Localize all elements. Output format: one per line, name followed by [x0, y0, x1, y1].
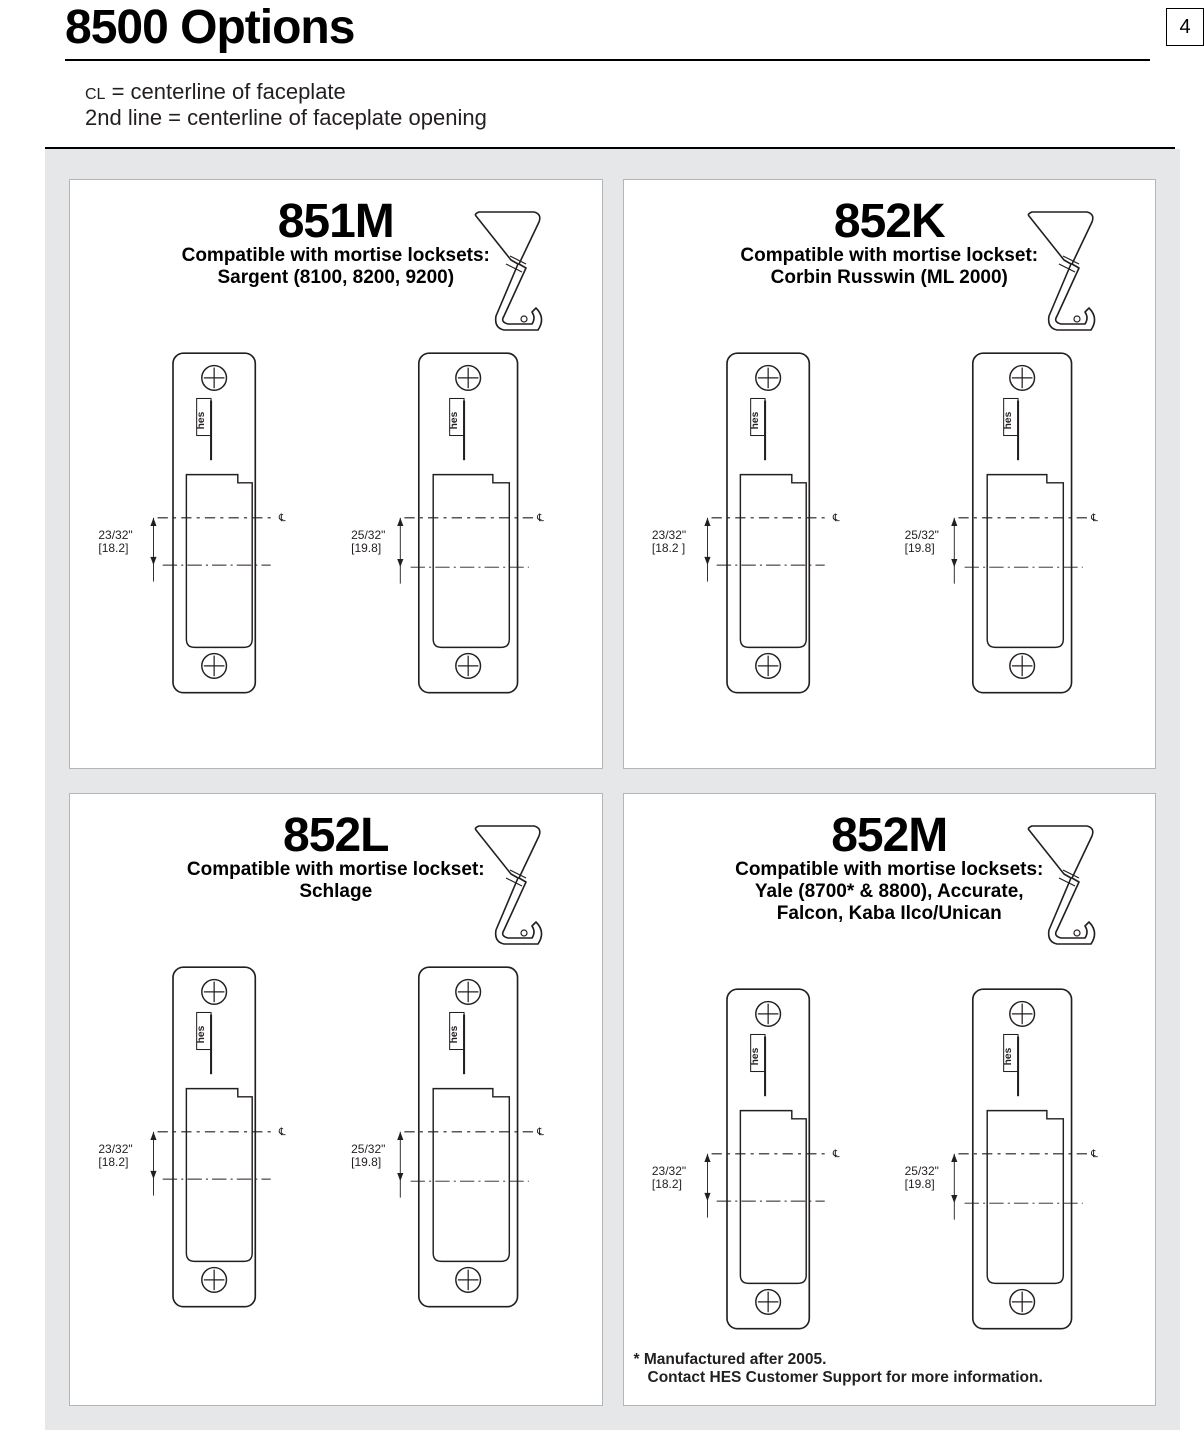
dimension-label: 23/32" [18.2 ] — [652, 529, 686, 555]
option-card: 852M Compatible with mortise locksets: Y… — [623, 793, 1157, 1406]
latch-icon — [1017, 208, 1137, 348]
faceplate-diagram-narrow: 23/32" [18.2 ] — [658, 345, 868, 705]
options-panel: 851M Compatible with mortise locksets: S… — [45, 149, 1180, 1430]
faceplate-diagram-wide: 25/32" [19.8] — [911, 345, 1121, 705]
dimension-label: 23/32" [18.2] — [98, 1143, 132, 1169]
faceplate-diagram-wide: 25/32" [19.8] — [357, 959, 567, 1319]
legend-line1-rest: = centerline of faceplate — [105, 79, 345, 104]
dimension-label: 25/32" [19.8] — [905, 1165, 939, 1191]
dimension-label: 25/32" [19.8] — [351, 529, 385, 555]
page-title: 8500 Options — [65, 0, 1150, 61]
dimension-label: 25/32" [19.8] — [351, 1143, 385, 1169]
legend: CL = centerline of faceplate 2nd line = … — [0, 61, 1204, 143]
footnote: * Manufactured after 2005. Contact HES C… — [634, 1351, 1146, 1387]
latch-icon — [1017, 822, 1137, 962]
legend-line2: 2nd line = centerline of faceplate openi… — [85, 105, 1204, 131]
footnote-line1: * Manufactured after 2005. — [634, 1351, 1146, 1369]
option-card: 851M Compatible with mortise locksets: S… — [69, 179, 603, 769]
faceplate-diagram-wide: 25/32" [19.8] — [357, 345, 567, 705]
faceplate-diagram-wide: 25/32" [19.8] — [911, 981, 1121, 1341]
dimension-label: 25/32" [19.8] — [905, 529, 939, 555]
latch-icon — [464, 822, 584, 962]
faceplate-diagram-narrow: 23/32" [18.2] — [658, 981, 868, 1341]
faceplate-diagram-narrow: 23/32" [18.2] — [104, 959, 314, 1319]
faceplate-diagram-narrow: 23/32" [18.2] — [104, 345, 314, 705]
legend-cl-prefix: CL — [85, 86, 105, 103]
footnote-line2: Contact HES Customer Support for more in… — [634, 1369, 1146, 1387]
dimension-label: 23/32" [18.2] — [98, 529, 132, 555]
dimension-label: 23/32" [18.2] — [652, 1165, 686, 1191]
page-number: 4 — [1166, 8, 1204, 46]
option-card: 852K Compatible with mortise lockset: Co… — [623, 179, 1157, 769]
latch-icon — [464, 208, 584, 348]
option-card: 852L Compatible with mortise lockset: Sc… — [69, 793, 603, 1406]
